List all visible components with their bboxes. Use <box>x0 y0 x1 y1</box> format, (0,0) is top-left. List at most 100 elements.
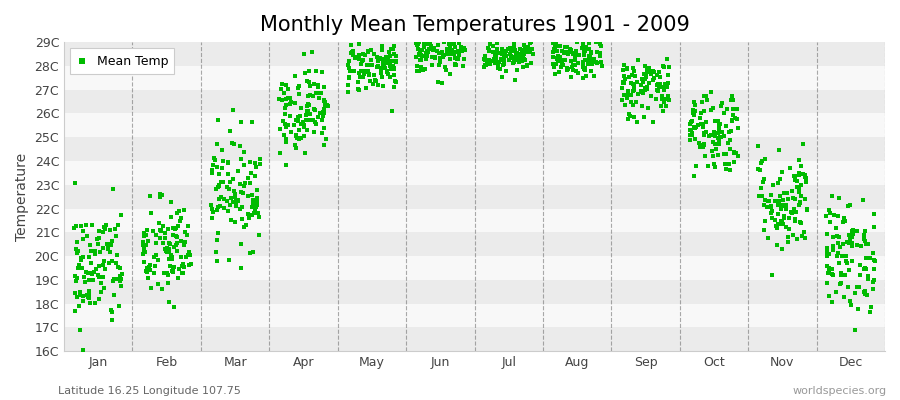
Mean Temp <box>81 277 95 283</box>
Mean Temp <box>477 56 491 62</box>
Mean Temp <box>74 222 88 229</box>
Mean Temp <box>433 58 447 64</box>
Mean Temp <box>158 235 173 242</box>
Mean Temp <box>694 110 708 116</box>
Mean Temp <box>165 254 179 260</box>
Mean Temp <box>217 195 231 202</box>
Mean Temp <box>357 68 372 74</box>
Mean Temp <box>166 266 181 272</box>
Mean Temp <box>422 45 436 52</box>
Mean Temp <box>441 48 455 54</box>
Mean Temp <box>488 53 502 59</box>
Mean Temp <box>764 203 778 209</box>
Mean Temp <box>294 121 309 127</box>
Mean Temp <box>753 160 768 166</box>
Mean Temp <box>844 240 859 246</box>
Mean Temp <box>373 55 387 62</box>
Mean Temp <box>846 226 860 233</box>
Mean Temp <box>793 218 807 225</box>
Mean Temp <box>318 99 332 105</box>
Mean Temp <box>636 78 651 85</box>
Mean Temp <box>288 100 302 106</box>
Mean Temp <box>482 48 496 54</box>
Mean Temp <box>568 57 582 63</box>
Mean Temp <box>722 129 736 135</box>
Mean Temp <box>860 272 875 279</box>
Mean Temp <box>844 243 859 249</box>
Mean Temp <box>700 97 715 104</box>
Mean Temp <box>224 195 238 202</box>
Mean Temp <box>655 108 670 114</box>
Mean Temp <box>169 240 184 246</box>
Mean Temp <box>493 66 508 72</box>
Mean Temp <box>442 46 456 52</box>
Mean Temp <box>68 308 83 315</box>
Mean Temp <box>626 81 641 87</box>
Mean Temp <box>712 121 726 127</box>
Mean Temp <box>211 184 225 190</box>
Mean Temp <box>592 40 607 46</box>
Mean Temp <box>500 45 515 52</box>
Mean Temp <box>570 52 584 58</box>
Mean Temp <box>155 192 169 198</box>
Mean Temp <box>101 246 115 252</box>
Mean Temp <box>447 36 462 42</box>
Mean Temp <box>546 46 561 52</box>
Mean Temp <box>224 216 238 223</box>
Mean Temp <box>82 294 96 301</box>
Mean Temp <box>140 238 155 244</box>
Mean Temp <box>622 92 636 98</box>
Mean Temp <box>763 210 778 217</box>
Mean Temp <box>567 62 581 68</box>
Mean Temp <box>280 122 294 128</box>
Mean Temp <box>274 86 288 92</box>
Mean Temp <box>797 228 812 235</box>
Mean Temp <box>491 60 505 66</box>
Mean Temp <box>581 36 596 42</box>
Mean Temp <box>858 291 872 297</box>
Mean Temp <box>526 51 540 57</box>
Mean Temp <box>410 68 425 74</box>
Mean Temp <box>167 226 182 232</box>
Mean Temp <box>412 27 427 33</box>
Mean Temp <box>512 54 526 60</box>
Mean Temp <box>235 216 249 222</box>
Mean Temp <box>685 118 699 124</box>
Mean Temp <box>171 266 185 273</box>
Mean Temp <box>508 77 522 83</box>
Mean Temp <box>560 67 574 73</box>
Mean Temp <box>352 86 366 93</box>
Mean Temp <box>210 237 224 243</box>
Mean Temp <box>709 146 724 152</box>
Mean Temp <box>300 103 314 110</box>
Mean Temp <box>699 119 714 125</box>
Mean Temp <box>768 217 782 223</box>
Mean Temp <box>590 49 604 56</box>
Mean Temp <box>425 54 439 60</box>
Mean Temp <box>706 153 720 160</box>
Mean Temp <box>220 198 234 204</box>
Mean Temp <box>301 108 315 114</box>
Mean Temp <box>183 261 197 268</box>
Mean Temp <box>243 180 257 186</box>
Mean Temp <box>617 92 632 98</box>
Mean Temp <box>153 193 167 200</box>
Mean Temp <box>102 244 116 250</box>
Mean Temp <box>636 76 651 82</box>
Mean Temp <box>237 224 251 230</box>
Mean Temp <box>713 121 727 128</box>
Mean Temp <box>374 70 389 76</box>
Mean Temp <box>315 130 329 136</box>
Mean Temp <box>480 58 494 64</box>
Mean Temp <box>822 293 836 300</box>
Mean Temp <box>626 68 641 74</box>
Mean Temp <box>306 117 320 124</box>
Mean Temp <box>147 270 161 276</box>
Mean Temp <box>456 63 471 70</box>
Mean Temp <box>800 206 814 213</box>
Mean Temp <box>819 212 833 219</box>
Mean Temp <box>820 245 834 252</box>
Mean Temp <box>411 51 426 58</box>
Mean Temp <box>438 64 453 70</box>
Mean Temp <box>251 210 266 216</box>
